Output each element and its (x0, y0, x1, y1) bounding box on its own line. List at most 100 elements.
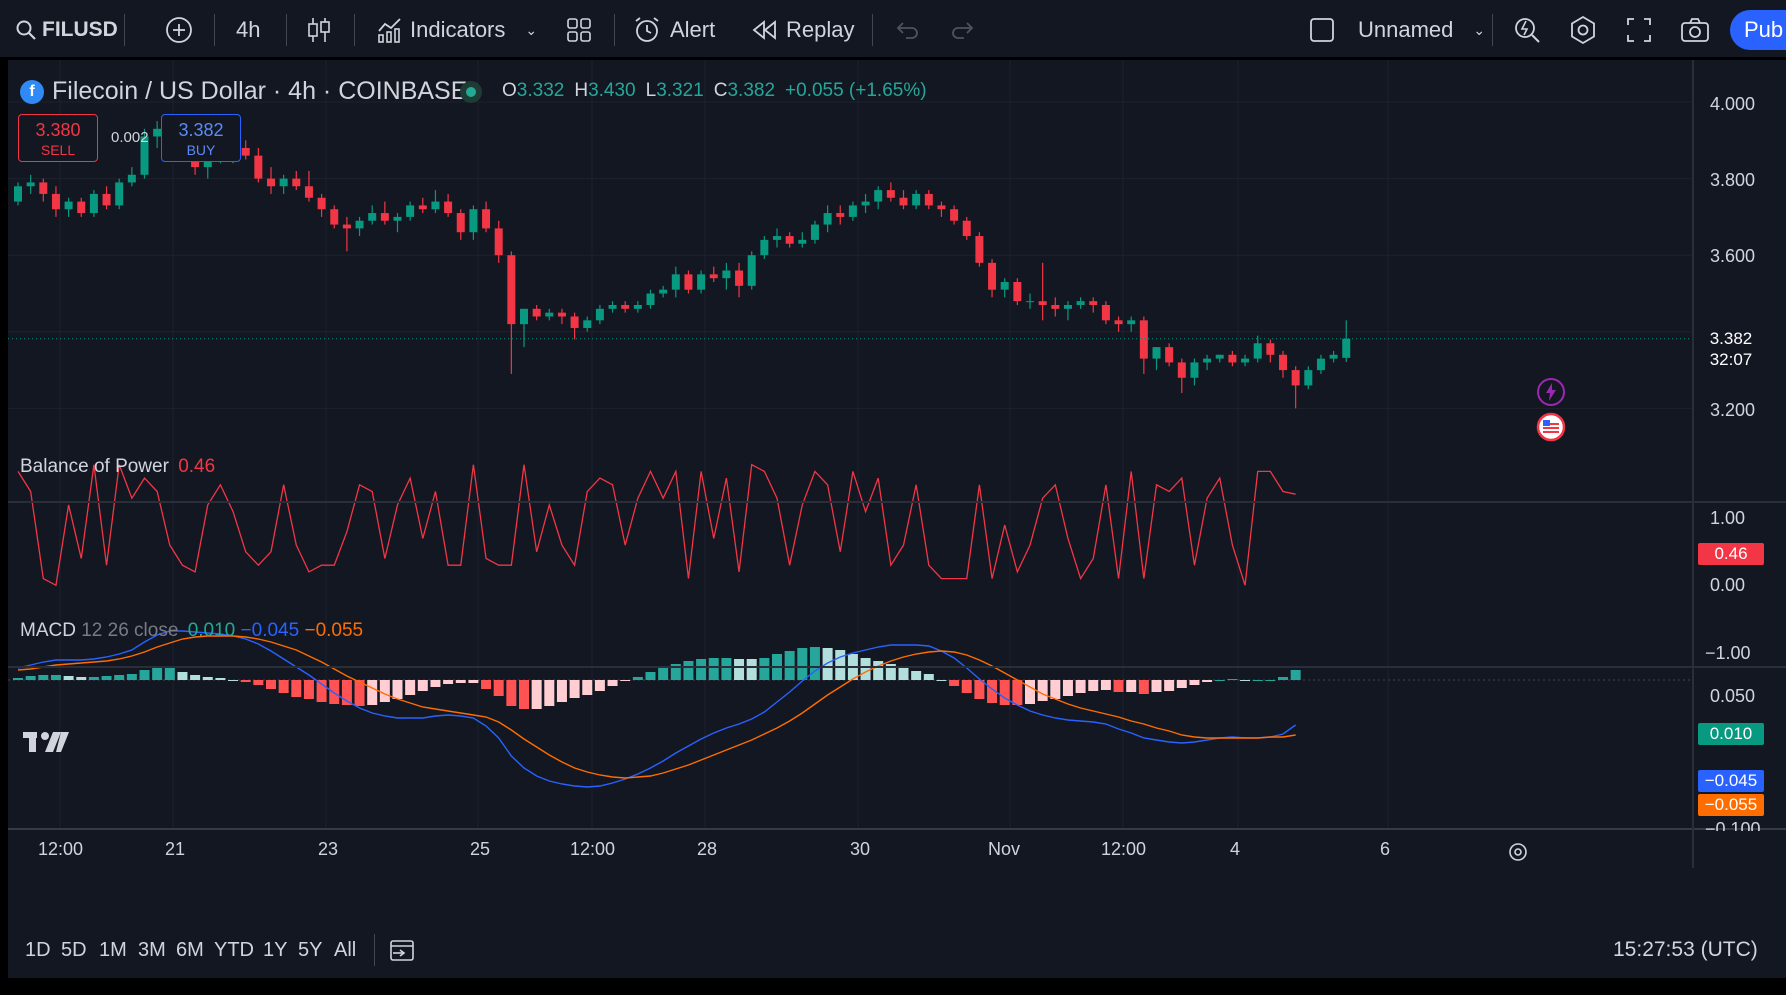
macd-signal-tag: −0.055 (1698, 794, 1764, 816)
candle-body (697, 274, 706, 290)
macd-histogram-bar (1290, 670, 1301, 680)
candle-body (1127, 320, 1136, 325)
macd-histogram-bar (215, 678, 226, 680)
lightning-event-icon[interactable] (1536, 377, 1566, 407)
buy-button[interactable]: 3.382 BUY (161, 114, 241, 162)
candle-body (608, 304, 617, 309)
range-button-1y[interactable]: 1Y (263, 939, 288, 961)
candle-body (962, 220, 971, 237)
candle-body (1026, 301, 1034, 303)
macd-histogram-bar (1202, 680, 1213, 682)
chart-canvas[interactable] (8, 60, 1786, 922)
macd-histogram-bar (911, 671, 922, 680)
alert-button[interactable]: Alert (632, 0, 715, 60)
quick-search-button[interactable] (1512, 0, 1542, 60)
sell-label: SELL (40, 142, 76, 158)
macd-histogram-bar (784, 651, 795, 680)
macd-histogram-bar (1278, 677, 1288, 680)
macd-histogram-bar (139, 670, 150, 680)
range-button-all[interactable]: All (334, 939, 357, 961)
candle-body (595, 308, 604, 321)
range-button-1m[interactable]: 1M (99, 939, 127, 961)
macd-histogram-bar (1012, 680, 1023, 705)
symbol-search-button[interactable]: FILUSD (14, 0, 118, 60)
macd-legend[interactable]: MACD 12 26 close 0.010 −0.045 −0.055 (20, 620, 363, 642)
candle-body (671, 274, 680, 290)
candle-body (418, 205, 427, 210)
chart-type-button[interactable] (306, 0, 332, 60)
sell-button[interactable]: 3.380 SELL (18, 114, 98, 162)
indicators-button[interactable]: Indicators ⌄ (376, 0, 537, 60)
candle-body (39, 182, 48, 194)
square-icon (1310, 18, 1334, 42)
macd-histogram-bar (1138, 680, 1149, 694)
candle-body (735, 270, 744, 286)
macd-histogram-bar (797, 648, 808, 680)
macd-histogram-bar (114, 675, 125, 680)
range-button-5y[interactable]: 5Y (298, 939, 323, 961)
macd-histogram-bar (202, 677, 213, 680)
candle-body (975, 236, 984, 263)
signal-line (17, 635, 1296, 779)
axis-settings-icon[interactable] (1506, 840, 1530, 864)
settings-button[interactable] (1568, 0, 1598, 60)
candles-icon (308, 18, 330, 42)
candle-body (810, 224, 819, 240)
candle-body (1279, 354, 1287, 371)
chart-area[interactable]: f Filecoin / US Dollar · 4h · COINBASE O… (8, 60, 1786, 978)
candle-body (1063, 304, 1072, 309)
bop-value: 0.46 (178, 456, 216, 477)
macd-line-value: −0.045 (240, 620, 300, 641)
fullscreen-button[interactable] (1626, 0, 1652, 60)
macd-histogram-bar (809, 647, 820, 680)
macd-histogram-bar (696, 659, 707, 680)
chevron-down-icon: ⌄ (525, 21, 538, 38)
redo-button[interactable] (950, 0, 976, 60)
utc-clock[interactable]: 15:27:53 (UTC) (1613, 938, 1758, 961)
macd-histogram-bar (76, 677, 87, 680)
candle-body (988, 262, 997, 290)
time-axis-label: 4 (1230, 839, 1241, 859)
compare-symbol-button[interactable] (164, 0, 194, 60)
range-button-5d[interactable]: 5D (61, 939, 87, 961)
candle-body (722, 270, 731, 279)
candle-body (89, 193, 98, 214)
range-button-1d[interactable]: 1D (25, 939, 51, 961)
macd-histogram-bar (1227, 679, 1238, 680)
range-button-3m[interactable]: 3M (138, 939, 166, 961)
templates-button[interactable] (566, 0, 592, 60)
market-open-icon[interactable] (460, 81, 482, 103)
bop-line (17, 463, 1296, 587)
publish-button[interactable]: Pub (1730, 10, 1786, 50)
snapshot-button[interactable] (1680, 0, 1710, 60)
macd-histogram-bar (607, 680, 618, 686)
macd-histogram-bar (632, 677, 643, 680)
macd-histogram-bar (164, 668, 175, 680)
tradingview-logo[interactable] (23, 730, 71, 754)
candle-body (912, 193, 921, 206)
goto-date-icon[interactable] (388, 936, 416, 964)
undo-button[interactable] (894, 0, 920, 60)
symbol-legend[interactable]: f Filecoin / US Dollar · 4h · COINBASE (20, 77, 467, 106)
candle-body (1051, 304, 1060, 309)
range-button-6m[interactable]: 6M (176, 939, 204, 961)
time-axis-label: 23 (318, 839, 339, 859)
candle-body (431, 201, 440, 210)
bottom-toolbar: 1D 5D 1M 3M 6M YTD 1Y 5Y All 15:27:53 (UTC) (8, 922, 1786, 978)
us-flag-event-icon[interactable] (1536, 412, 1566, 442)
close-key: C (713, 80, 728, 101)
candle-body (482, 209, 491, 229)
macd-histogram-bar (1240, 680, 1251, 681)
macd-histogram-bar (1176, 680, 1187, 688)
candle-body (1228, 354, 1237, 363)
interval-button[interactable]: 4h (236, 0, 260, 60)
macd-histogram-bar (544, 680, 555, 706)
bop-legend[interactable]: Balance of Power 0.46 (20, 456, 215, 478)
publish-label: Pub (1744, 17, 1784, 42)
replay-button[interactable]: Replay (752, 0, 854, 60)
time-axis[interactable]: 12:00 21 23 25 12:00 28 30 Nov 12:00 4 6 (8, 829, 1692, 869)
layout-menu-button[interactable]: Unnamed ⌄ (1308, 0, 1485, 60)
range-button-ytd[interactable]: YTD (214, 939, 254, 961)
grid-icon (567, 18, 591, 42)
macd-histogram-bar (253, 680, 264, 685)
